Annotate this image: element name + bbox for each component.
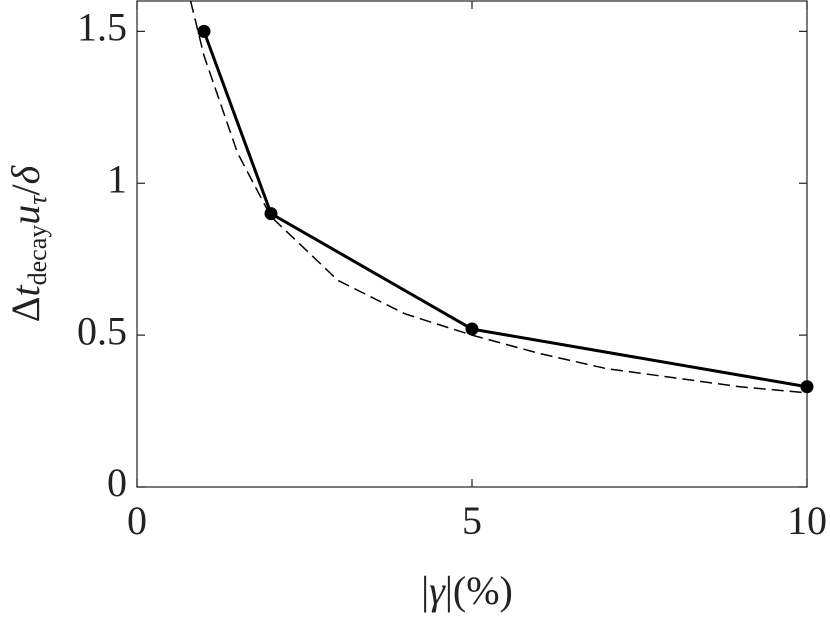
y-label-part: decay: [23, 225, 52, 286]
y-label-part: u: [3, 205, 48, 225]
data-point: [465, 322, 479, 336]
x-axis-label: |γ|(%): [421, 568, 513, 613]
y-label-part: /: [3, 183, 48, 195]
data-line: [202, 30, 808, 389]
y-label-part: Δ: [3, 297, 48, 323]
data-point: [800, 380, 814, 394]
data-point: [197, 24, 211, 38]
x-tick-label: 10: [787, 498, 827, 543]
y-label-part: τ: [23, 194, 52, 205]
y-tick-label: 1: [107, 156, 127, 201]
fit-curve: [189, 0, 808, 394]
data-point: [264, 207, 278, 221]
y-axis-label: Δtdecayuτ/δ: [3, 164, 52, 322]
x-label-part: γ: [429, 568, 446, 613]
y-tick-label: 0: [107, 460, 127, 505]
y-tick-label: 1.5: [77, 5, 127, 50]
plot-frame: [136, 0, 808, 488]
x-tick-label: 5: [462, 498, 482, 543]
y-label-part: δ: [3, 164, 48, 184]
x-label-part: |: [421, 568, 429, 613]
y-label-part: t: [3, 285, 48, 297]
y-tick-label: 0.5: [77, 308, 127, 353]
x-label-part: |(%): [445, 568, 513, 613]
x-tick-label: 0: [127, 498, 147, 543]
